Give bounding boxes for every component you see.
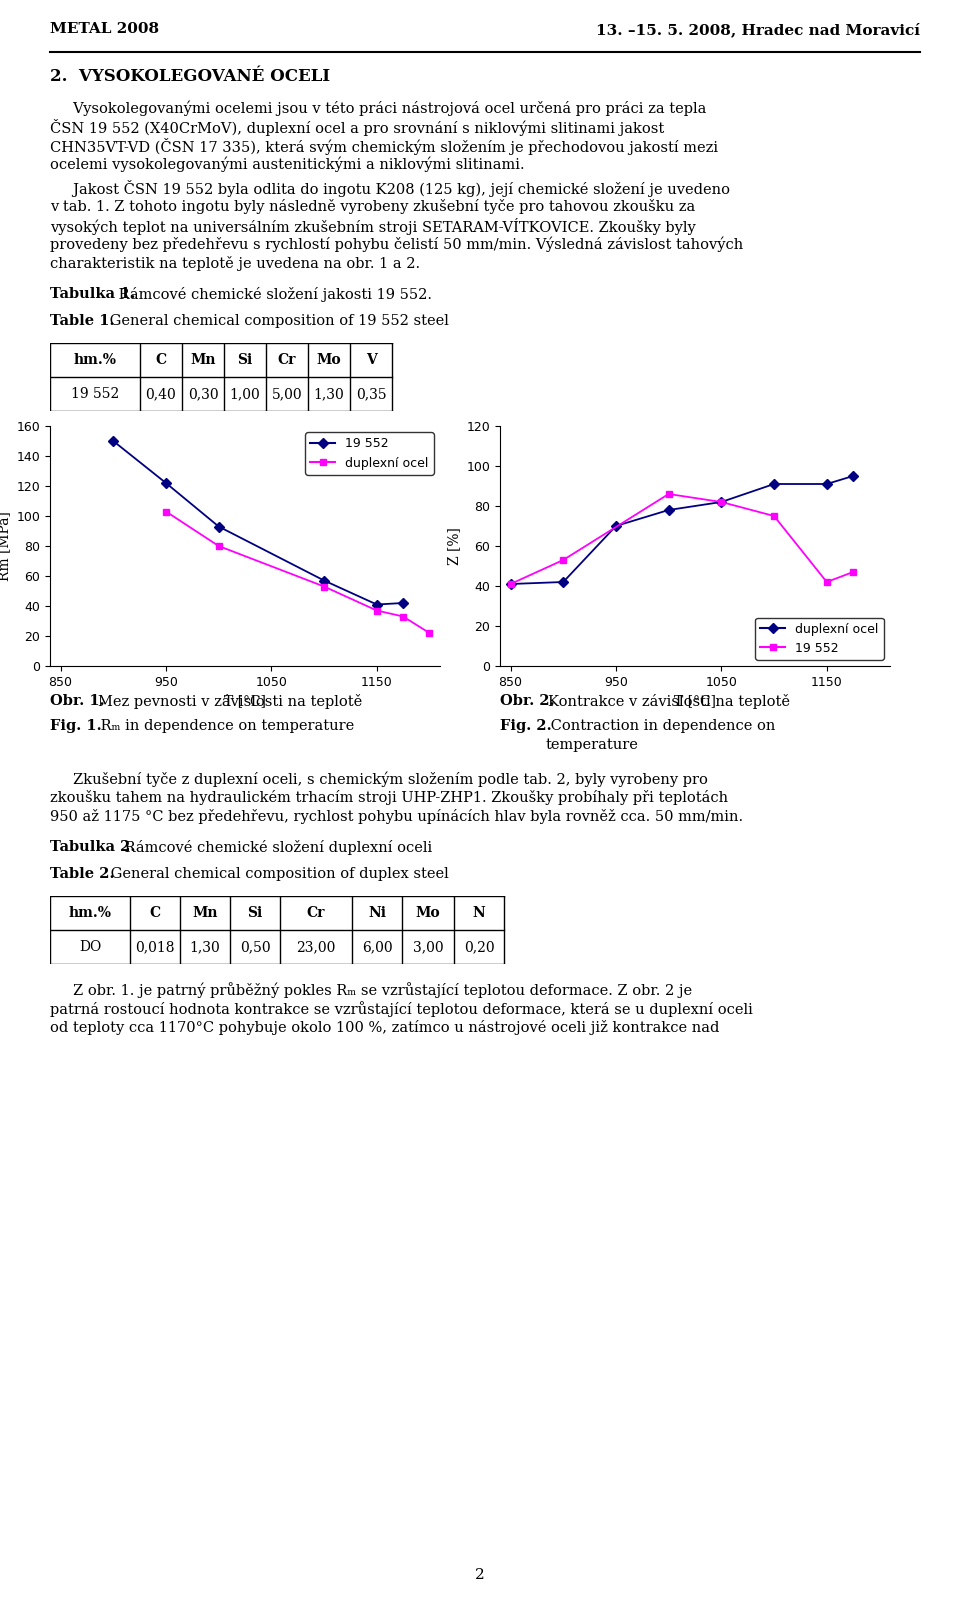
Text: 2: 2 <box>475 1568 485 1582</box>
Text: 19 552: 19 552 <box>71 387 119 402</box>
Text: Contraction in dependence on: Contraction in dependence on <box>546 718 776 733</box>
Text: patrná rostoucí hodnota kontrakce se vzrůstající teplotou deformace, která se u : patrná rostoucí hodnota kontrakce se vzr… <box>50 1002 753 1018</box>
Text: Rₘ in dependence on temperature: Rₘ in dependence on temperature <box>96 718 354 733</box>
Text: N: N <box>472 906 486 920</box>
Text: Cr: Cr <box>307 906 325 920</box>
Text: Table 2.: Table 2. <box>50 867 114 882</box>
Text: 0,30: 0,30 <box>188 387 218 402</box>
Text: 0,20: 0,20 <box>464 939 494 954</box>
Text: 6,00: 6,00 <box>362 939 393 954</box>
Text: 950 až 1175 °C bez předehřevu, rychlost pohybu upínácích hlav byla rovněž cca. 5: 950 až 1175 °C bez předehřevu, rychlost … <box>50 810 743 824</box>
Text: Mn: Mn <box>192 906 218 920</box>
Text: General chemical composition of 19 552 steel: General chemical composition of 19 552 s… <box>105 314 449 328</box>
Text: Obr. 2.: Obr. 2. <box>500 694 555 707</box>
Text: 2.  VYSOKOLEGOVANÉ OCELI: 2. VYSOKOLEGOVANÉ OCELI <box>50 67 330 85</box>
Text: ČSN 19 552 (X40CrMoV), duplexní ocel a pro srovnání s niklovými slitinami jakost: ČSN 19 552 (X40CrMoV), duplexní ocel a p… <box>50 118 664 136</box>
Text: Ni: Ni <box>368 906 386 920</box>
Text: temperature: temperature <box>546 738 638 752</box>
Text: CHN35VT-VD (ČSN 17 335), která svým chemickým složením je přechodovou jakostí me: CHN35VT-VD (ČSN 17 335), která svým chem… <box>50 138 718 155</box>
Text: Mo: Mo <box>416 906 441 920</box>
Text: METAL 2008: METAL 2008 <box>50 22 159 35</box>
Text: hm.%: hm.% <box>68 906 111 920</box>
Text: hm.%: hm.% <box>74 354 116 366</box>
Text: charakteristik na teplotě je uvedena na obr. 1 a 2.: charakteristik na teplotě je uvedena na … <box>50 256 420 270</box>
Text: 0,40: 0,40 <box>146 387 177 402</box>
Text: od teploty cca 1170°C pohybuje okolo 100 %, zatímco u nástrojové oceli již kontr: od teploty cca 1170°C pohybuje okolo 100… <box>50 1021 719 1035</box>
Text: Jakost ČSN 19 552 byla odlita do ingotu K208 (125 kg), její chemické složení je : Jakost ČSN 19 552 byla odlita do ingotu … <box>50 179 730 197</box>
X-axis label: T [°C]: T [°C] <box>224 694 266 709</box>
Text: Rámcové chemické složení jakosti 19 552.: Rámcové chemické složení jakosti 19 552. <box>114 286 432 302</box>
X-axis label: T [°C]: T [°C] <box>674 694 716 709</box>
Text: 0,018: 0,018 <box>135 939 175 954</box>
Text: Cr: Cr <box>277 354 297 366</box>
Text: Fig. 2.: Fig. 2. <box>500 718 552 733</box>
Text: 1,00: 1,00 <box>229 387 260 402</box>
Text: Mn: Mn <box>190 354 216 366</box>
Text: Table 1.: Table 1. <box>50 314 114 328</box>
Text: Rámcové chemické složení duplexní oceli: Rámcové chemické složení duplexní oceli <box>120 840 432 854</box>
Text: Tabulka 2.: Tabulka 2. <box>50 840 135 854</box>
Text: Kontrakce v závislosti na teplotě: Kontrakce v závislosti na teplotě <box>548 694 790 709</box>
Text: General chemical composition of duplex steel: General chemical composition of duplex s… <box>106 867 448 882</box>
Y-axis label: Rm [MPa]: Rm [MPa] <box>0 510 11 581</box>
Text: 1,30: 1,30 <box>190 939 221 954</box>
Text: 3,00: 3,00 <box>413 939 444 954</box>
Text: Mez pevnosti v závislosti na teplotě: Mez pevnosti v závislosti na teplotě <box>98 694 362 709</box>
Text: vysokých teplot na universálním zkušebním stroji SETARAM-VÍTKOVICE. Zkoušky byly: vysokých teplot na universálním zkušební… <box>50 218 696 235</box>
Text: 23,00: 23,00 <box>297 939 336 954</box>
Text: Fig. 1.: Fig. 1. <box>50 718 102 733</box>
Text: Tabulka 1.: Tabulka 1. <box>50 286 135 301</box>
Text: Vysokolegovanými ocelemi jsou v této práci nástrojová ocel určená pro práci za t: Vysokolegovanými ocelemi jsou v této prá… <box>50 99 707 115</box>
Text: 1,30: 1,30 <box>314 387 345 402</box>
Text: 0,50: 0,50 <box>240 939 271 954</box>
Text: C: C <box>150 906 160 920</box>
Text: Z obr. 1. je patrný průběžný pokles Rₘ se vzrůstající teplotou deformace. Z obr.: Z obr. 1. je patrný průběžný pokles Rₘ s… <box>50 982 692 998</box>
Text: Mo: Mo <box>317 354 342 366</box>
Text: Obr. 1.: Obr. 1. <box>50 694 105 707</box>
Text: Si: Si <box>237 354 252 366</box>
Y-axis label: Z [%]: Z [%] <box>446 526 461 565</box>
Text: C: C <box>156 354 167 366</box>
Legend: 19 552, duplexní ocel: 19 552, duplexní ocel <box>305 432 434 475</box>
Text: 13. –15. 5. 2008, Hradec nad Moravicí: 13. –15. 5. 2008, Hradec nad Moravicí <box>596 22 920 37</box>
Text: V: V <box>366 354 376 366</box>
Text: DO: DO <box>79 939 101 954</box>
Text: 0,35: 0,35 <box>356 387 386 402</box>
Legend: duplexní ocel, 19 552: duplexní ocel, 19 552 <box>756 618 884 659</box>
Text: v tab. 1. Z tohoto ingotu byly následně vyrobeny zkušební tyče pro tahovou zkouš: v tab. 1. Z tohoto ingotu byly následně … <box>50 198 695 214</box>
Text: zkoušku tahem na hydraulickém trhacím stroji UHP-ZHP1. Zkoušky probíhaly při tep: zkoušku tahem na hydraulickém trhacím st… <box>50 790 728 805</box>
Text: 5,00: 5,00 <box>272 387 302 402</box>
Text: ocelemi vysokolegovanými austenitickými a niklovými slitinami.: ocelemi vysokolegovanými austenitickými … <box>50 157 524 173</box>
Text: provedeny bez předehřevu s rychlostí pohybu čelistí 50 mm/min. Výsledná závislos: provedeny bez předehřevu s rychlostí poh… <box>50 237 743 253</box>
Text: Si: Si <box>248 906 263 920</box>
Text: Zkušební tyče z duplexní oceli, s chemickým složením podle tab. 2, byly vyrobeny: Zkušební tyče z duplexní oceli, s chemic… <box>50 771 708 787</box>
